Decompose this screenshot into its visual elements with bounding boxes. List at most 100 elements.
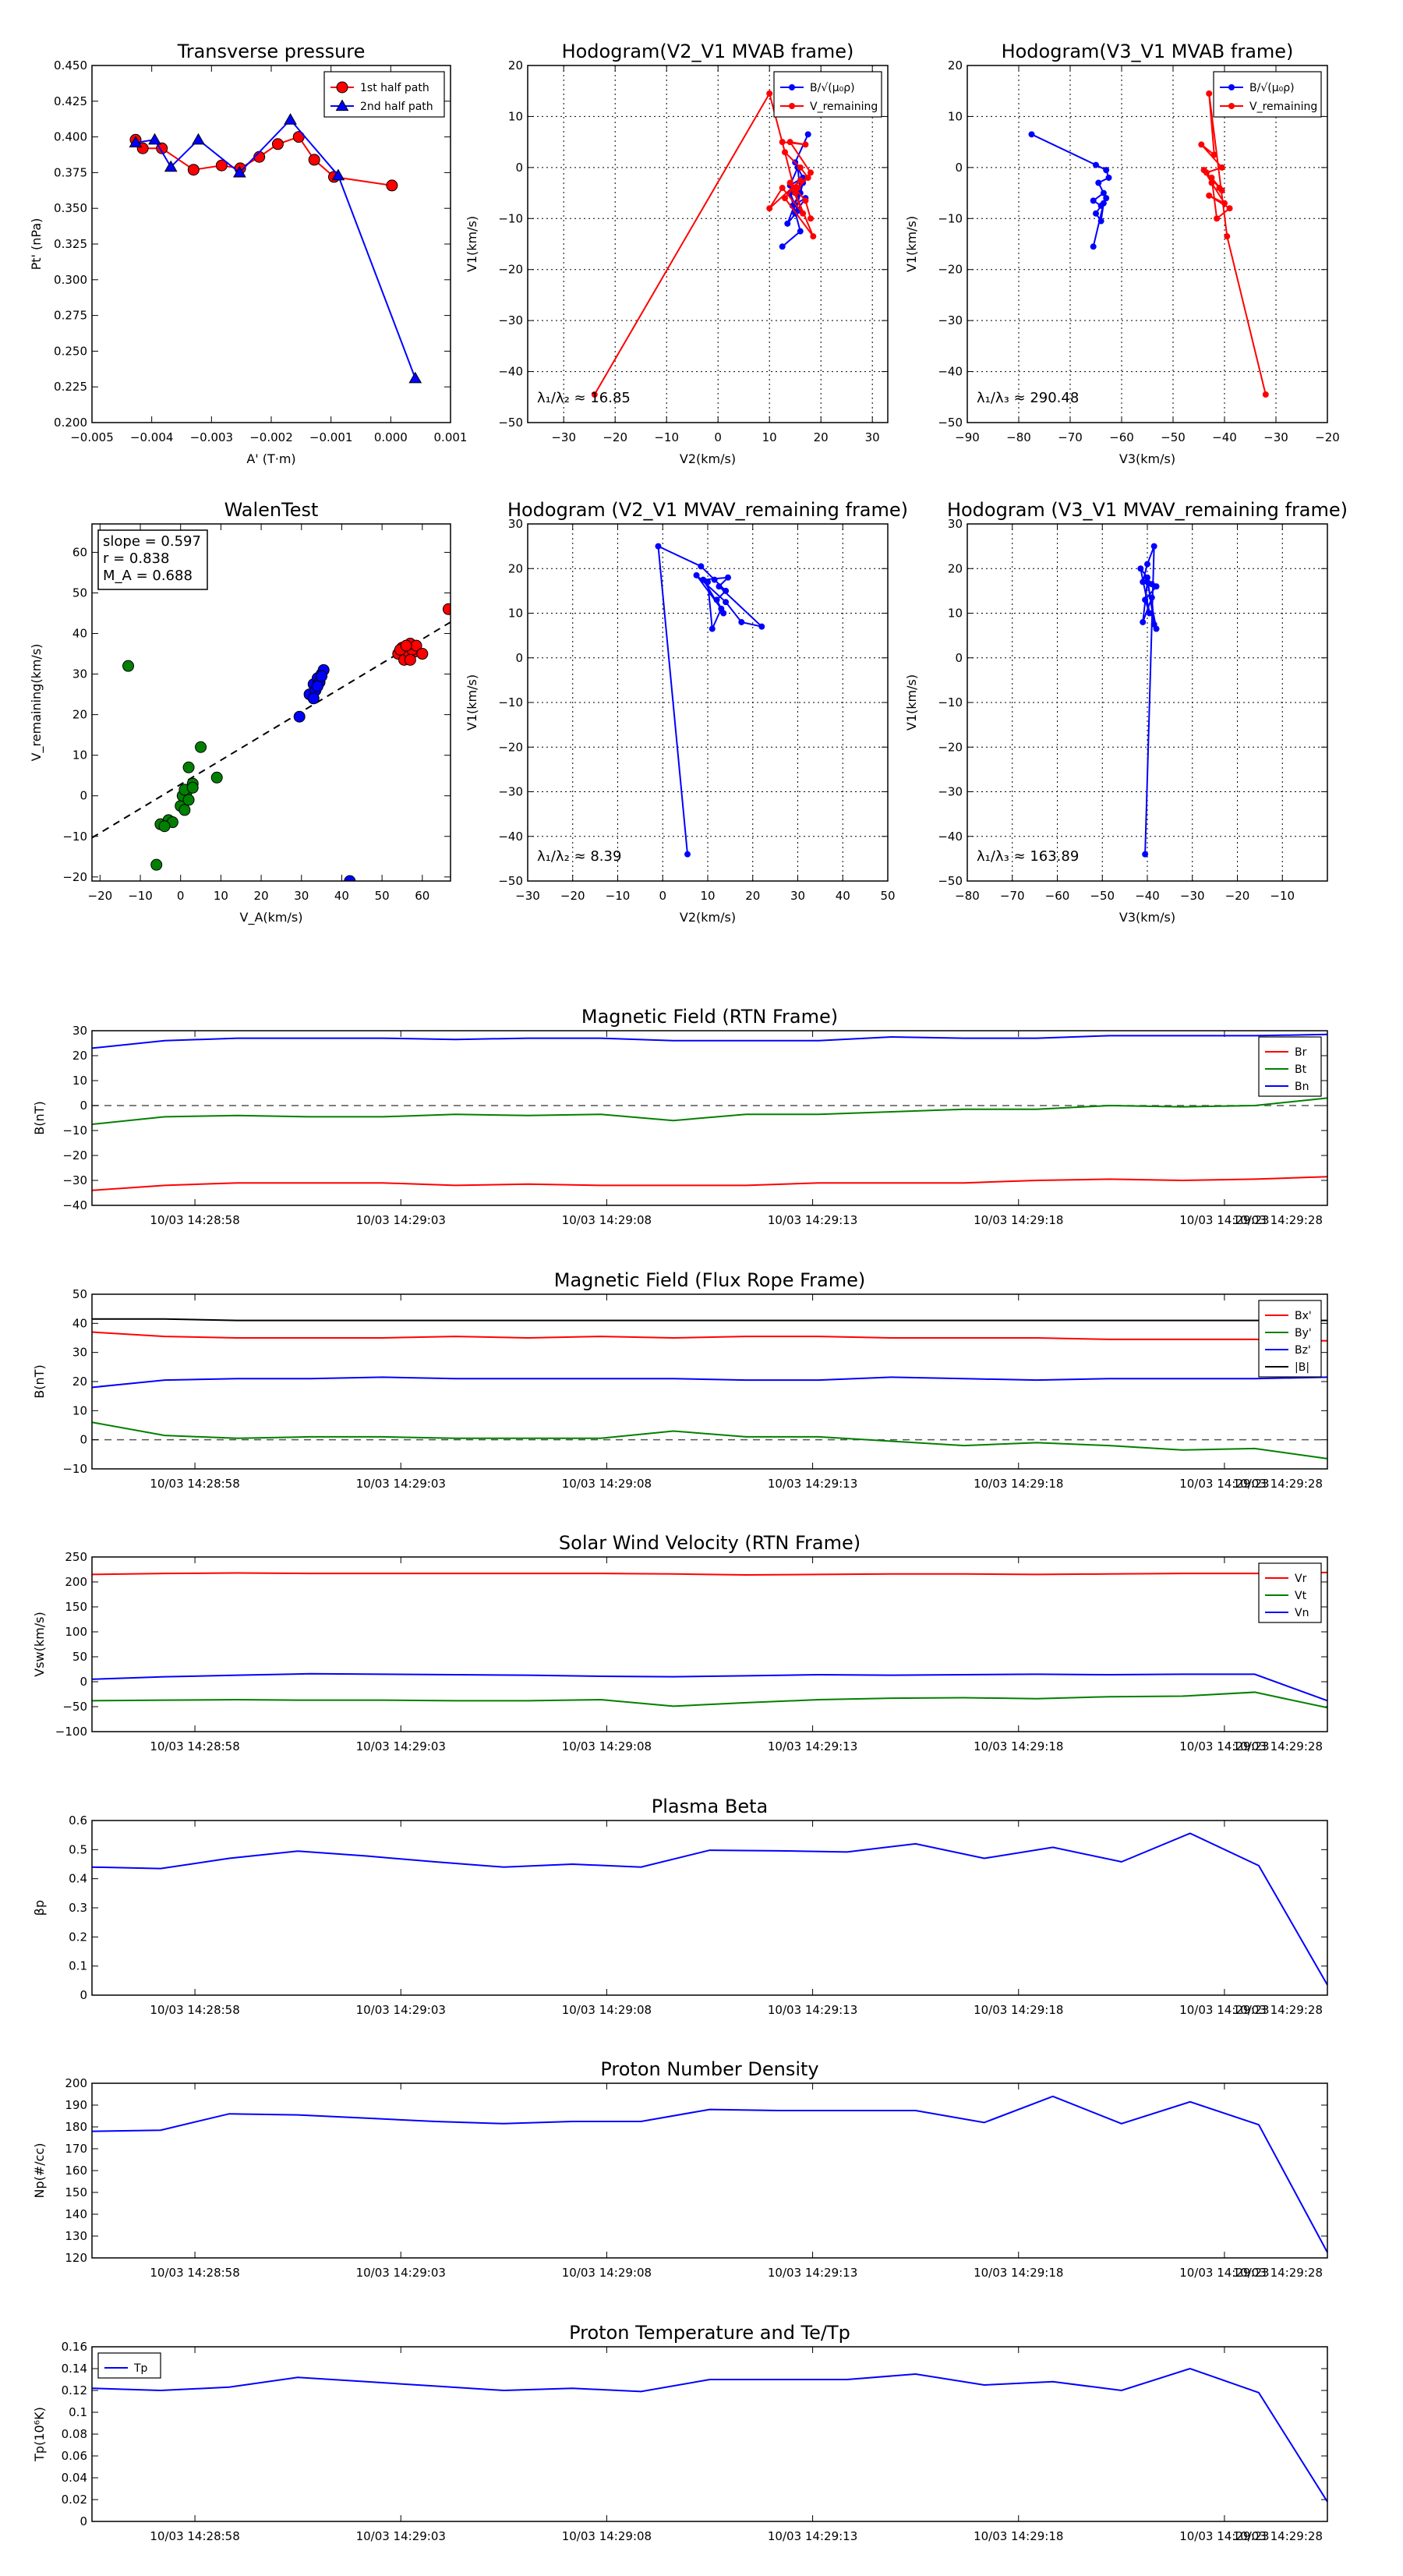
transverse_pressure-legend-marker-0 xyxy=(336,81,348,94)
walen_test-frame xyxy=(91,523,451,882)
proton_temperature-title: Proton Temperature and Te/Tp xyxy=(569,2322,850,2344)
proton_temperature-xtick-label: 10/03 14:29:03 xyxy=(356,2529,446,2543)
hodogram_v2v1_mvav-point xyxy=(713,596,720,603)
magnetic_field_fr-xtick-label: 10/03 14:29:13 xyxy=(768,1477,857,1491)
hodogram_v3v1_mvav-point xyxy=(1142,596,1149,603)
magnetic_field_fr-ytick-label: 30 xyxy=(72,1346,87,1360)
plasma_beta-title: Plasma Beta xyxy=(652,1796,768,1817)
hodogram_v3v1_mvav-xtick-label: −10 xyxy=(1270,889,1295,903)
walen_test-xtick-label: 0 xyxy=(177,889,185,903)
hodogram_v2v1_mvab-xtick-label: 0 xyxy=(714,430,722,444)
transverse_pressure-ytick-label: 0.425 xyxy=(54,94,87,108)
hodogram_v2v1_mvab-ytick-label: 10 xyxy=(508,109,523,123)
transverse_pressure-point xyxy=(129,136,143,148)
hodogram_v2v1_mvab-title: Hodogram(V2_V1 MVAB frame) xyxy=(562,41,854,62)
transverse_pressure-xtick-label: 0.001 xyxy=(434,430,468,444)
transverse_pressure-title: Transverse pressure xyxy=(177,41,366,62)
hodogram_v2v1_mvab-ytick-label: 0 xyxy=(515,161,523,175)
hodogram_v2v1_mvab-point xyxy=(810,233,817,240)
magnetic_field_rtn-xtick-label: 10/03 14:29:18 xyxy=(974,1213,1063,1227)
walen_test-point xyxy=(316,670,328,682)
hodogram_v3v1_mvav-point xyxy=(1142,851,1149,858)
hodogram_v3v1_mvab-ytick-label: −40 xyxy=(938,365,963,379)
hodogram_v3v1_mvav-ytick-label: 0 xyxy=(955,651,963,665)
hodogram_v3v1_mvab-annotation: λ₁/λ₃ ≈ 290.48 xyxy=(977,390,1079,406)
hodogram_v2v1_mvab-legend-label-0: B/√(μ₀ρ) xyxy=(810,82,855,94)
hodogram_v3v1_mvab-point xyxy=(1214,215,1221,222)
walen_test-ylabel: V_remaining(km/s) xyxy=(29,644,44,762)
hodogram_v3v1_mvab-point xyxy=(1090,197,1097,204)
magnetic_field_rtn-xtick-label: 10/03 14:29:23 xyxy=(1179,1213,1269,1227)
hodogram_v3v1_mvab-point xyxy=(1105,174,1112,181)
plasma_beta-xtick-label: 10/03 14:29:13 xyxy=(768,2003,857,2017)
hodogram_v3v1_mvav-xlabel: V3(km/s) xyxy=(1119,910,1175,925)
walen_test-point xyxy=(293,710,306,723)
hodogram_v3v1_mvab-ytick-label: −30 xyxy=(938,313,963,327)
plasma_beta-frame xyxy=(91,1820,1328,1996)
hodogram_v2v1_mvab-ytick-label: −10 xyxy=(498,211,523,225)
hodogram_v2v1_mvab-point xyxy=(766,90,773,97)
plasma_beta-ytick-label: 0.6 xyxy=(69,1813,87,1828)
magnetic_field_fr-ytick-label: 50 xyxy=(72,1287,87,1301)
hodogram_v2v1_mvav-ytick-label: −40 xyxy=(498,830,523,844)
hodogram_v3v1_mvav-plot-area xyxy=(1137,543,1160,858)
solar_wind_velocity-plot-area xyxy=(92,1571,1327,1709)
plasma_beta-ytick-label: 0.2 xyxy=(69,1930,87,1944)
hodogram_v3v1_mvav-ytick-label: 20 xyxy=(948,561,963,575)
proton_temperature-series-Tp-line xyxy=(92,2367,1327,2503)
hodogram_v3v1_mvav-ytick-label: 30 xyxy=(948,517,963,531)
hodogram_v2v1_mvab-ytick-label: −50 xyxy=(498,416,523,430)
magnetic_field_fr-ytick-label: 0 xyxy=(80,1433,87,1447)
magnetic_field_fr-legend-label-3: |B| xyxy=(1295,1361,1309,1374)
transverse_pressure-point xyxy=(233,165,246,178)
hodogram_v2v1_mvab-point xyxy=(804,174,811,181)
plasma_beta-ytick-label: 0 xyxy=(80,1988,87,2002)
hodogram_v3v1_mvab-point xyxy=(1206,90,1213,97)
hodogram_v2v1_mvab-series-line-1 xyxy=(593,91,815,395)
hodogram_v3v1_mvav-ytick-label: −30 xyxy=(938,785,963,799)
magnetic_field_rtn-legend-label-0: Br xyxy=(1295,1046,1307,1059)
magnetic_field_rtn-ytick-label: 20 xyxy=(72,1049,87,1063)
magnetic_field_fr-ytick-label: 10 xyxy=(72,1403,87,1417)
solar_wind_velocity-ytick-label: 200 xyxy=(65,1575,87,1589)
hodogram_v3v1_mvab-legend-label-1: V_remaining xyxy=(1249,101,1317,113)
hodogram_v3v1_mvav-frame xyxy=(967,523,1328,882)
hodogram_v3v1_mvab-xtick-label: −70 xyxy=(1058,430,1083,444)
magnetic_field_fr-series-B-line xyxy=(92,1318,1327,1322)
magnetic_field_fr-legend-label-0: Bx' xyxy=(1295,1310,1312,1322)
hodogram_v2v1_mvav-xtick-label: −20 xyxy=(560,889,585,903)
magnetic_field_fr-series-Bx-line xyxy=(92,1331,1327,1342)
hodogram_v3v1_mvav-point xyxy=(1140,618,1147,625)
hodogram_v3v1_mvav-title: Hodogram (V3_V1 MVAV_remaining frame) xyxy=(947,499,1348,521)
proton_temperature-chart: Proton Temperature and Te/Tp 0 0.02 0.04 0.0… xyxy=(32,2322,1328,2543)
proton_density-xtick-label: 10/03 14:29:03 xyxy=(356,2266,446,2280)
hodogram_v3v1_mvab-chart: Hodogram(V3_V1 MVAB frame) −90 −80 −70 −60 −5… xyxy=(904,41,1340,466)
hodogram_v2v1_mvav-ytick-label: 0 xyxy=(515,651,523,665)
hodogram_v2v1_mvab-xlabel: V2(km/s) xyxy=(680,451,736,466)
plasma_beta-ytick-label: 0.3 xyxy=(69,1901,87,1915)
proton_temperature-xtick-label: 10/03 14:29:13 xyxy=(768,2529,857,2543)
magnetic_field_fr-xtick-label: 10/03 14:28:58 xyxy=(150,1477,239,1491)
magnetic_field_fr-ylabel: B(nT) xyxy=(32,1364,47,1398)
walen_test-ytick-label: 60 xyxy=(72,545,87,559)
hodogram_v2v1_mvab-point xyxy=(766,205,773,212)
hodogram_v2v1_mvav-point xyxy=(711,576,718,583)
magnetic_field_rtn-series-Br-line xyxy=(92,1176,1327,1191)
proton_temperature-plot-area xyxy=(92,2367,1327,2503)
plasma_beta-ytick-label: 0.5 xyxy=(69,1842,87,1856)
walen_test-ytick-label: −10 xyxy=(62,830,87,844)
proton_density-series-Np-line xyxy=(92,2095,1327,2253)
hodogram_v2v1_mvav-point xyxy=(718,605,725,612)
hodogram_v2v1_mvav-xtick-label: 40 xyxy=(836,889,850,903)
hodogram_v2v1_mvav-title: Hodogram (V2_V1 MVAV_remaining frame) xyxy=(507,499,908,521)
hodogram_v2v1_mvab-point xyxy=(779,139,786,146)
magnetic_field_rtn-ylabel: B(nT) xyxy=(32,1101,47,1134)
hodogram_v3v1_mvab-frame xyxy=(967,65,1328,423)
magnetic_field_rtn-legend: Br Bt Bn xyxy=(1258,1036,1322,1097)
transverse_pressure-frame xyxy=(91,65,451,423)
proton_density-ytick-label: 120 xyxy=(65,2251,87,2265)
hodogram_v3v1_mvab-point xyxy=(1224,233,1231,240)
hodogram_v3v1_mvab-xtick-label: −90 xyxy=(955,430,980,444)
walen_test-ytick-label: 30 xyxy=(72,667,87,681)
magnetic_field_rtn-title: Magnetic Field (RTN Frame) xyxy=(581,1006,838,1028)
